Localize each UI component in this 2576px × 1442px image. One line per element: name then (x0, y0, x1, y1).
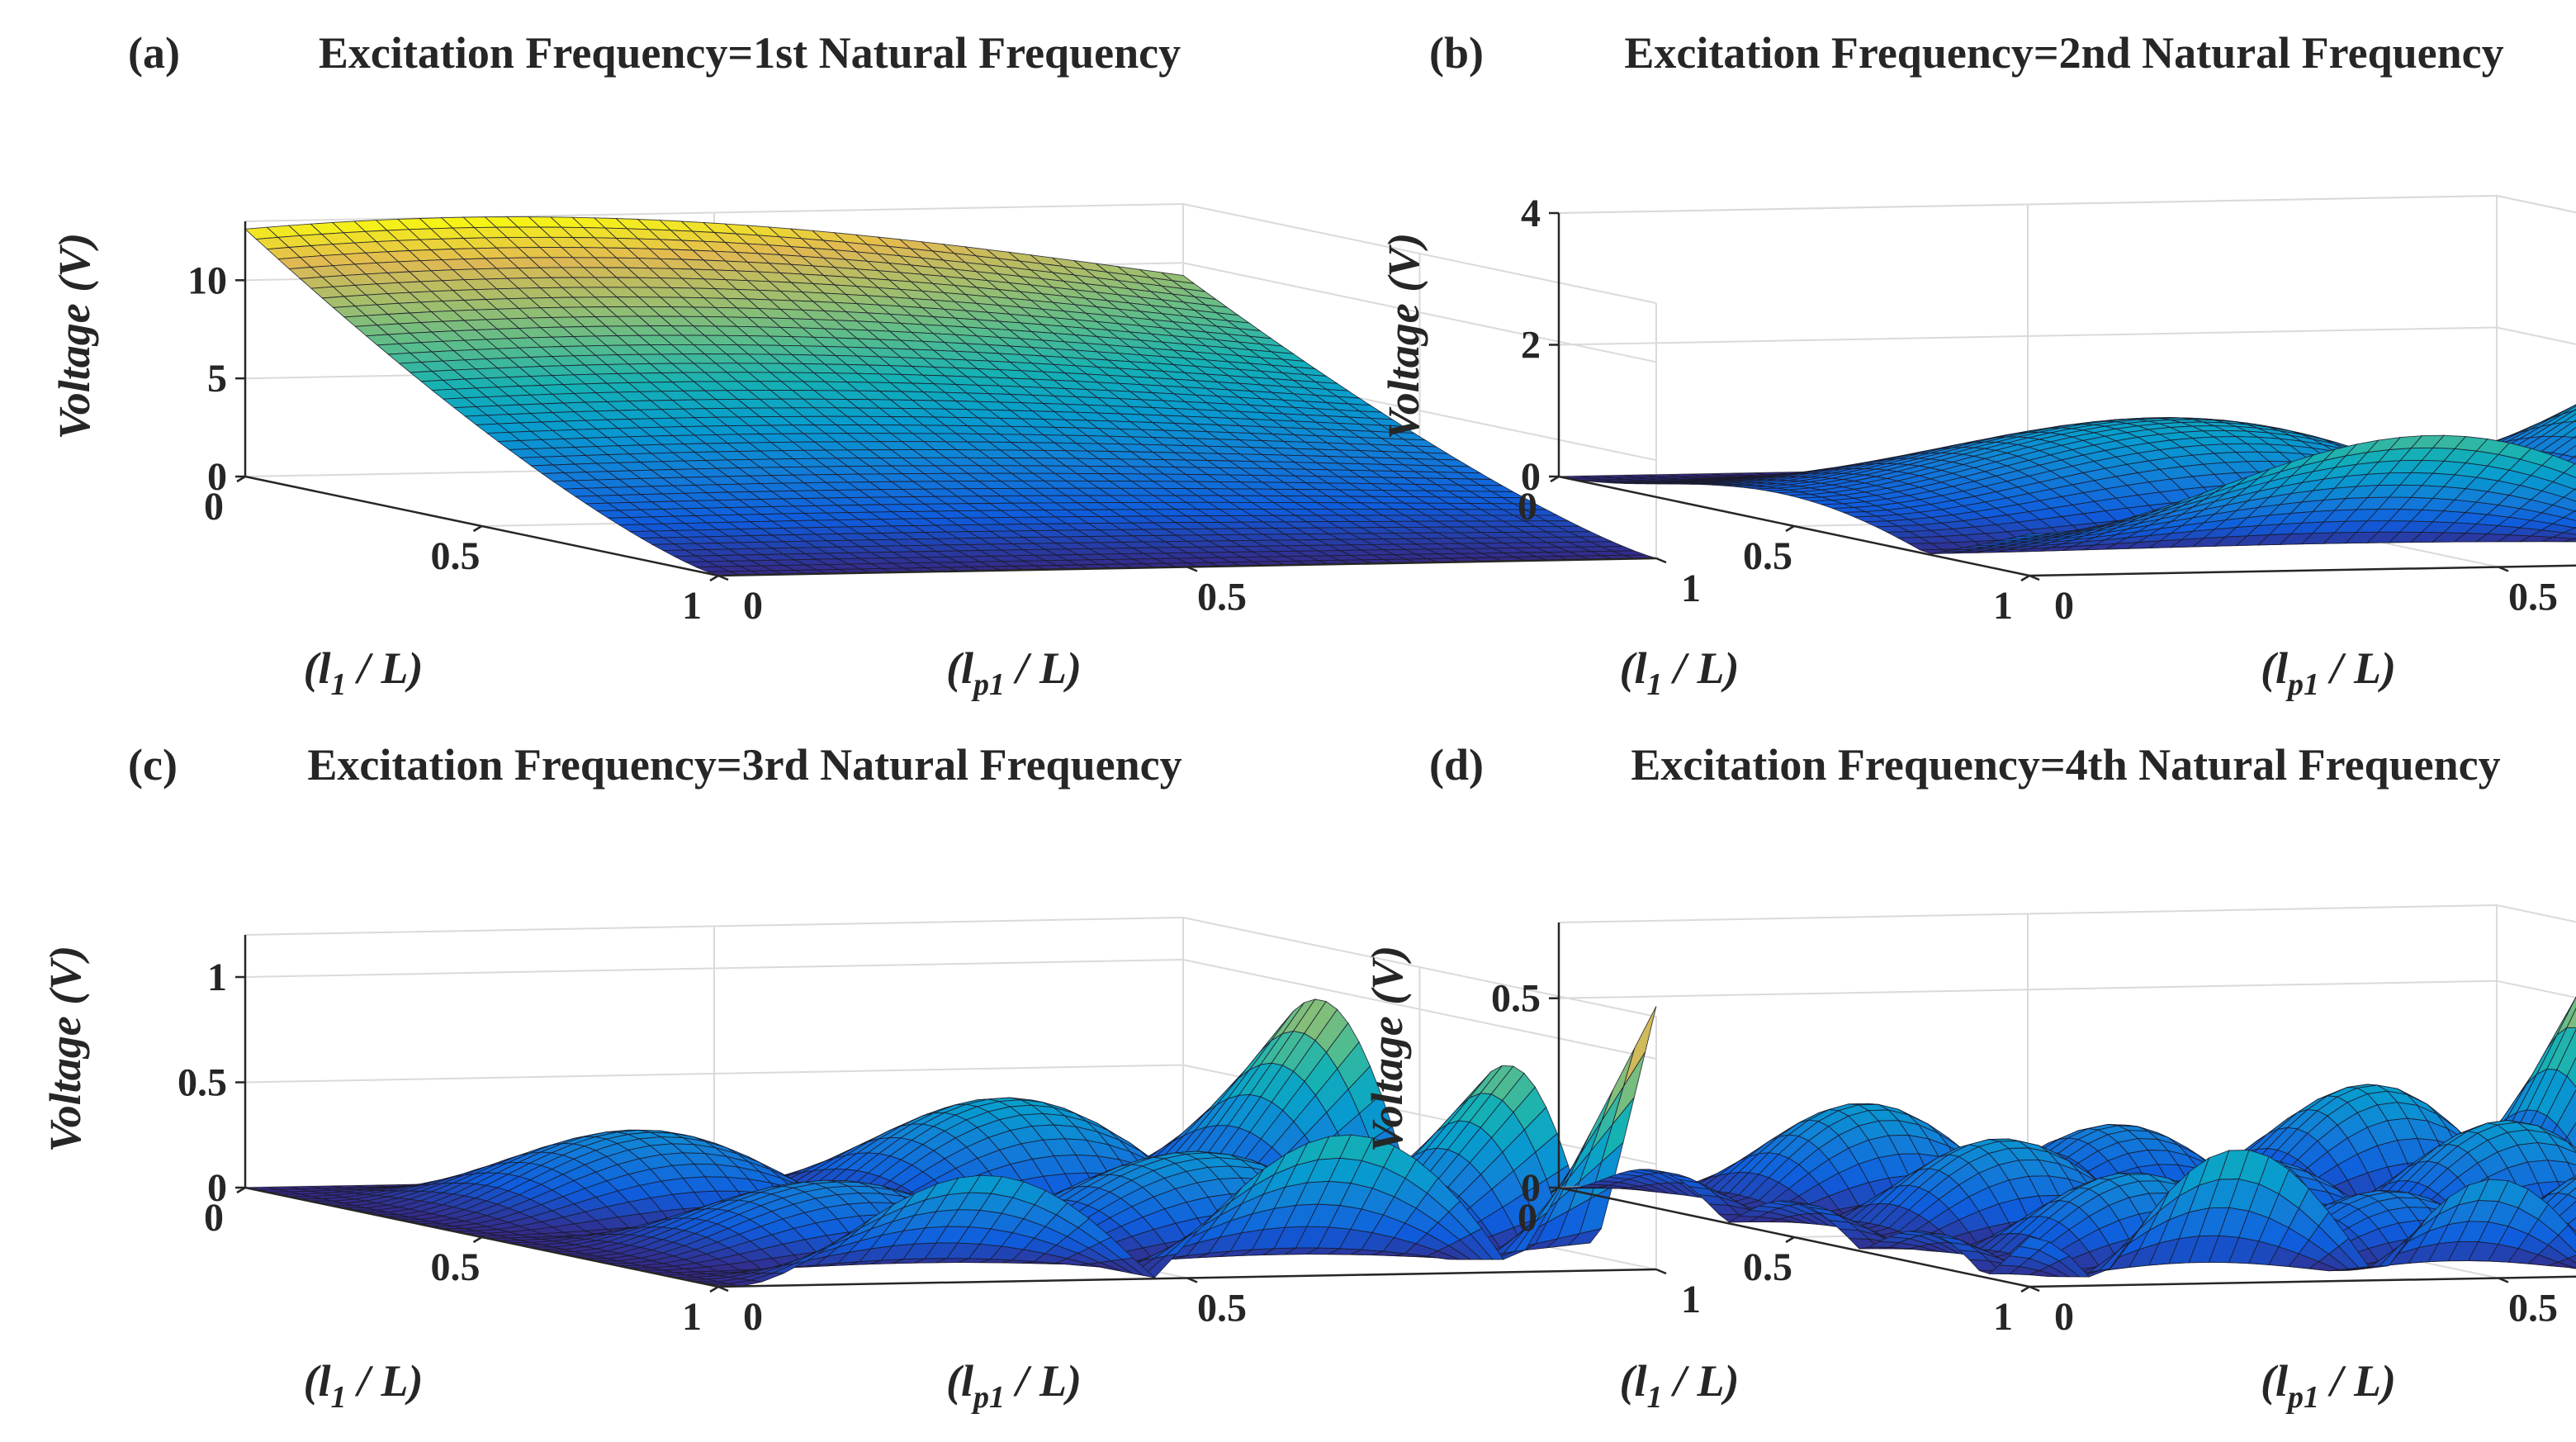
z-tick-label: 4 (1521, 192, 1541, 235)
y-tick-label: 0 (2054, 584, 2074, 628)
z-tick-label: 0 (1521, 455, 1541, 499)
panel-title: Excitation Frequency=3rd Natural Frequen… (307, 740, 1181, 790)
x-tick-label: 0.5 (1743, 534, 1792, 578)
y-tick-label: 1 (1681, 567, 1701, 610)
y-tick-label: 0 (743, 584, 763, 628)
panel-label: (b) (1429, 28, 1484, 78)
surface (244, 216, 1657, 576)
y-tick-label: 0.5 (1197, 576, 1247, 619)
z-tick-label: 2 (1521, 324, 1541, 368)
z-tick-label: 10 (187, 259, 227, 302)
panel-title: Excitation Frequency=1st Natural Frequen… (319, 28, 1181, 78)
x-tick-label: 1 (682, 584, 702, 628)
panel-label: (c) (128, 740, 178, 790)
panel-label: (a) (128, 28, 180, 78)
x-tick-label: 0.5 (431, 534, 481, 578)
z-tick-label: 5 (207, 357, 227, 401)
panel-a: (a) Excitation Frequency=1st Natural Fre… (50, 28, 1701, 702)
z-tick-label: 0 (207, 455, 227, 499)
y-tick-label: 0.5 (2508, 576, 2558, 619)
panel-title: Excitation Frequency=2nd Natural Frequen… (1624, 28, 2503, 78)
z-axis-label: Voltage (V) (1379, 233, 1428, 440)
z-axis-label: Voltage (V) (50, 233, 99, 440)
x-tick-label: 1 (1993, 584, 2013, 628)
